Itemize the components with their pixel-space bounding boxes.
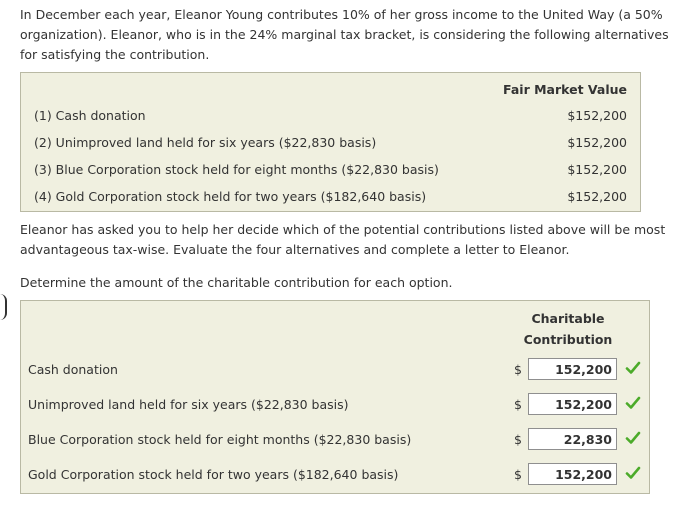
fmv-row-value: $152,200	[567, 135, 627, 150]
fmv-row-value: $152,200	[567, 189, 627, 204]
fair-market-value-table: Fair Market Value (1) Cash donation $152…	[20, 72, 641, 212]
contribution-row-label: Cash donation	[28, 362, 118, 377]
contribution-header-line1: Charitable	[531, 311, 605, 326]
cash-donation-amount-input[interactable]	[528, 358, 617, 380]
contribution-row-cash: Cash donation $	[21, 358, 649, 382]
fmv-row-value: $152,200	[567, 162, 627, 177]
contribution-row-blue-stock: Blue Corporation stock held for eight mo…	[21, 428, 649, 452]
gold-stock-amount-input[interactable]	[528, 463, 617, 485]
fmv-row-label: (1) Cash donation	[34, 108, 146, 123]
dollar-sign: $	[514, 362, 522, 377]
dollar-sign: $	[514, 467, 522, 482]
fmv-row: (4) Gold Corporation stock held for two …	[21, 187, 640, 207]
charitable-contribution-table: Charitable Contribution Cash donation $ …	[20, 300, 650, 494]
contribution-row-label: Blue Corporation stock held for eight mo…	[28, 432, 412, 447]
instructions-paragraph: Eleanor has asked you to help her decide…	[20, 222, 666, 257]
checkmark-icon	[625, 361, 641, 374]
problem-intro: In December each year, Eleanor Young con…	[20, 7, 669, 62]
contribution-column-header: Charitable Contribution	[518, 308, 618, 350]
checkmark-icon	[625, 396, 641, 409]
fmv-row-label: (2) Unimproved land held for six years (…	[34, 135, 377, 150]
fmv-row: (3) Blue Corporation stock held for eigh…	[21, 160, 640, 180]
dollar-sign: $	[514, 432, 522, 447]
fmv-column-header: Fair Market Value	[503, 82, 627, 97]
dollar-sign: $	[514, 397, 522, 412]
checkmark-icon	[625, 431, 641, 444]
fmv-row: (1) Cash donation $152,200	[21, 106, 640, 126]
contribution-row-label: Gold Corporation stock held for two year…	[28, 467, 399, 482]
fmv-row-value: $152,200	[567, 108, 627, 123]
blue-stock-amount-input[interactable]	[528, 428, 617, 450]
fmv-row-label: (3) Blue Corporation stock held for eigh…	[34, 162, 439, 177]
fmv-row-label: (4) Gold Corporation stock held for two …	[34, 189, 427, 204]
land-amount-input[interactable]	[528, 393, 617, 415]
contribution-row-land: Unimproved land held for six years ($22,…	[21, 393, 649, 417]
fmv-row: (2) Unimproved land held for six years (…	[21, 133, 640, 153]
contribution-row-gold-stock: Gold Corporation stock held for two year…	[21, 463, 649, 487]
contribution-header-line2: Contribution	[523, 332, 613, 347]
contribution-row-label: Unimproved land held for six years ($22,…	[28, 397, 349, 412]
question-prompt: Determine the amount of the charitable c…	[20, 275, 453, 290]
checkmark-icon	[625, 466, 641, 479]
question-marker	[0, 294, 7, 320]
